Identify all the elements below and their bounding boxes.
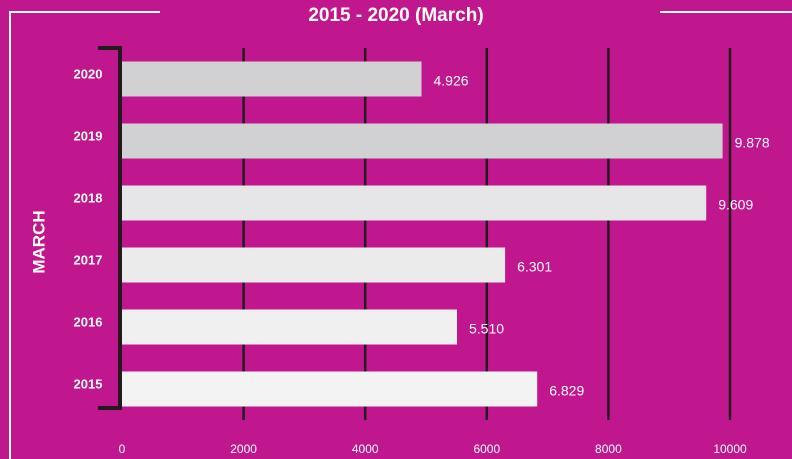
value-label: 9.878 [735, 135, 770, 151]
value-label: 5.510 [469, 321, 504, 337]
y-tick-label: 2020 [74, 66, 103, 81]
value-label: 6.301 [517, 259, 552, 275]
bar [122, 185, 707, 221]
y-tick-label: 2015 [74, 376, 103, 391]
bar [122, 247, 506, 283]
bracket [98, 46, 122, 410]
bar [122, 61, 422, 97]
value-label: 6.829 [549, 383, 584, 399]
value-label: 9.609 [718, 197, 753, 213]
value-label: 4.926 [434, 73, 469, 89]
bar [122, 309, 458, 345]
bar [122, 123, 723, 159]
y-tick-label: 2017 [74, 252, 103, 267]
x-tick-label: 2000 [230, 442, 257, 456]
y-tick-label: 2018 [74, 190, 103, 205]
chart-title: 2015 - 2020 (March) [308, 5, 483, 26]
x-tick-label: 4000 [352, 442, 379, 456]
x-tick-label: 0 [119, 442, 126, 456]
x-tick-label: 6000 [473, 442, 500, 456]
bar [122, 371, 538, 407]
x-tick-label: 10000 [713, 442, 747, 456]
y-tick-label: 2019 [74, 128, 103, 143]
x-tick-label: 8000 [595, 442, 622, 456]
y-tick-label: 2016 [74, 314, 103, 329]
frame [9, 11, 792, 459]
y-axis-label: MARCH [29, 210, 48, 273]
